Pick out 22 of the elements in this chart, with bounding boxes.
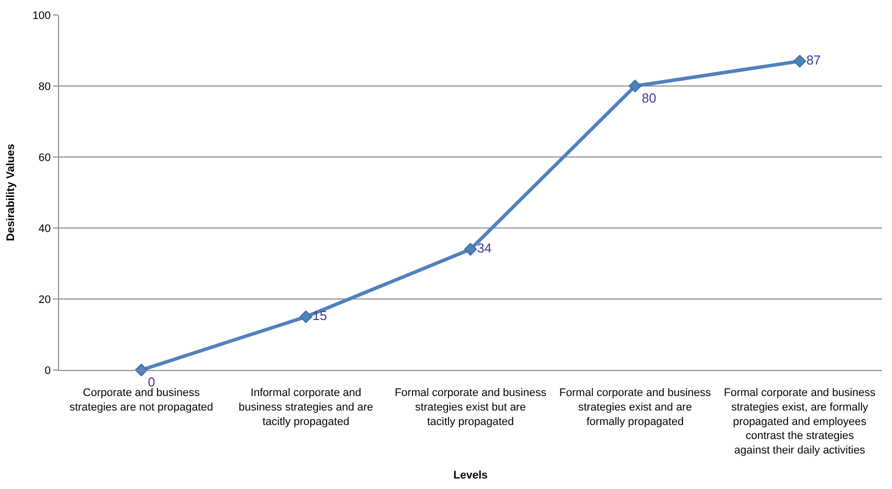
y-tick-label: 100 <box>32 10 51 22</box>
point <box>628 80 642 92</box>
y-tick-label: 40 <box>38 222 51 235</box>
x-tick-label: Formal corporate and business strategies exist, are formally propagated and employees contrast the strategies against their daily activities <box>724 387 876 456</box>
y-axis-title: Desirability Values <box>5 144 18 242</box>
x-axis-title: Levels <box>453 470 488 482</box>
data-label: 15 <box>312 308 327 323</box>
point <box>793 54 806 68</box>
y-tick-label: 20 <box>38 294 51 306</box>
point <box>464 242 477 256</box>
x-tick-label: Corporate and business strategies are not propagated <box>69 387 214 414</box>
data-label: 0 <box>148 374 156 390</box>
data-label: 87 <box>806 52 821 68</box>
x-tick-label: Formal corporate and business strategies exist but are tacitly propagated <box>394 387 547 428</box>
point <box>300 310 312 324</box>
y-tick-label: 80 <box>38 80 51 93</box>
y-tick-label: 0 <box>44 364 51 377</box>
y-tick-label: 60 <box>38 152 51 164</box>
x-tick-label: Informal corporate and business strategies and are tacitly propagated <box>238 387 374 428</box>
x-tick-label: Formal corporate and business strategies exist and are formally propagated <box>559 387 712 428</box>
data-label: 34 <box>477 240 492 256</box>
data-label: 80 <box>642 90 656 106</box>
